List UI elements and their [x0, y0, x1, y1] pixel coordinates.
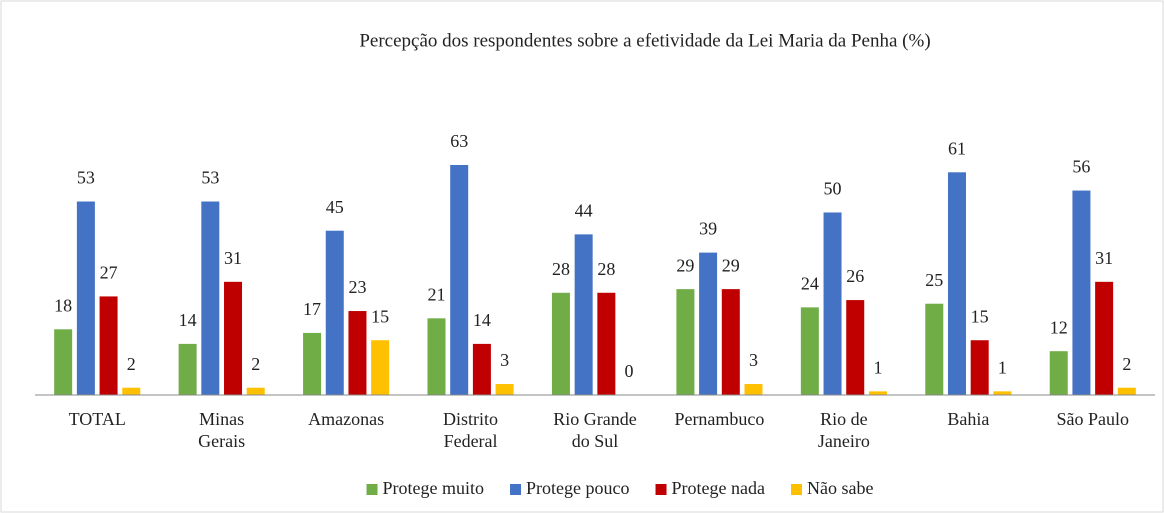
- bar: [551, 292, 570, 395]
- x-tick-label: Minas Gerais: [198, 409, 245, 451]
- data-label: 2: [1122, 354, 1131, 374]
- data-label: 28: [597, 259, 615, 279]
- data-label: 53: [201, 168, 219, 188]
- bar: [495, 384, 514, 395]
- data-label: 3: [749, 350, 758, 370]
- data-label: 2: [251, 354, 260, 374]
- legend: Protege muito Protege pouco Protege nada Nã…: [366, 478, 873, 498]
- data-label: 26: [846, 266, 864, 286]
- legend-label: Não sabe: [807, 478, 873, 498]
- bar: [1072, 190, 1091, 395]
- data-label: 39: [699, 219, 717, 239]
- bar: [823, 212, 842, 395]
- bar: [427, 318, 446, 395]
- data-label: 56: [1072, 157, 1090, 177]
- x-tick-label: TOTAL: [69, 409, 126, 429]
- bar: [947, 172, 966, 395]
- bar: [450, 165, 469, 395]
- bar: [925, 303, 944, 395]
- bar: [699, 252, 718, 395]
- bar: [993, 391, 1012, 395]
- chart-title: Percepção dos respondentes sobre a efeti…: [359, 30, 930, 51]
- data-label: 44: [575, 200, 593, 220]
- data-label: 2: [127, 354, 136, 374]
- bar: [800, 307, 819, 395]
- data-label: 63: [450, 131, 468, 151]
- bar: [122, 387, 141, 395]
- bar: [970, 340, 989, 395]
- bar: [246, 387, 265, 395]
- data-label: 24: [801, 274, 819, 294]
- legend-label: Protege muito: [383, 478, 485, 498]
- data-label: 28: [552, 259, 570, 279]
- x-tick-label: Rio Grande do Sul: [553, 409, 636, 451]
- bar: [868, 391, 887, 395]
- x-tick-label: Rio de Janeiro: [818, 409, 870, 451]
- bar: [348, 311, 367, 395]
- x-tick-label: Pernambuco: [674, 409, 764, 429]
- bar: [1049, 351, 1068, 395]
- data-label: 25: [925, 270, 943, 290]
- bar: [303, 332, 322, 395]
- x-tick-label: Amazonas: [308, 409, 384, 429]
- legend-swatch: [366, 484, 378, 495]
- bar: [224, 281, 243, 395]
- bar: [721, 289, 740, 395]
- bar: [574, 234, 593, 395]
- bar: [846, 300, 865, 395]
- data-label: 21: [428, 284, 446, 304]
- data-label: 14: [473, 310, 491, 330]
- bar: [178, 343, 197, 395]
- data-label: 27: [100, 263, 118, 283]
- bar: [325, 230, 344, 395]
- legend-label: Protege nada: [672, 478, 765, 498]
- bar: [597, 292, 616, 395]
- data-label: 12: [1050, 317, 1068, 337]
- data-label: 61: [948, 138, 966, 158]
- data-label: 31: [224, 248, 242, 268]
- data-label: 15: [971, 306, 989, 326]
- legend-swatch: [510, 484, 522, 495]
- bar: [1095, 281, 1114, 395]
- data-label: 29: [676, 255, 694, 275]
- data-label: 45: [326, 197, 344, 217]
- bar: [371, 340, 390, 395]
- data-label: 29: [722, 255, 740, 275]
- bar: [744, 384, 763, 395]
- data-label: 15: [371, 306, 389, 326]
- data-label: 1: [998, 357, 1007, 377]
- data-label: 53: [77, 168, 95, 188]
- bar: [201, 201, 220, 395]
- data-label: 50: [824, 179, 842, 199]
- data-label: 3: [500, 350, 509, 370]
- data-label: 31: [1095, 248, 1113, 268]
- bar: [54, 329, 73, 395]
- x-tick-label: São Paulo: [1057, 409, 1130, 429]
- bar: [1117, 387, 1136, 395]
- data-label: 18: [54, 295, 72, 315]
- legend-label: Protege pouco: [526, 478, 629, 498]
- data-label: 0: [625, 361, 634, 381]
- x-tick-label: Distrito Federal: [443, 409, 498, 451]
- legend-swatch: [790, 484, 802, 495]
- data-label: 1: [873, 357, 882, 377]
- data-label: 23: [348, 277, 366, 297]
- data-label: 14: [179, 310, 197, 330]
- bar: [472, 343, 491, 395]
- bar: [676, 289, 695, 395]
- legend-swatch: [655, 484, 667, 495]
- bar: [76, 201, 95, 395]
- x-tick-label: Bahia: [947, 409, 989, 429]
- bar: [99, 296, 118, 395]
- data-label: 17: [303, 299, 321, 319]
